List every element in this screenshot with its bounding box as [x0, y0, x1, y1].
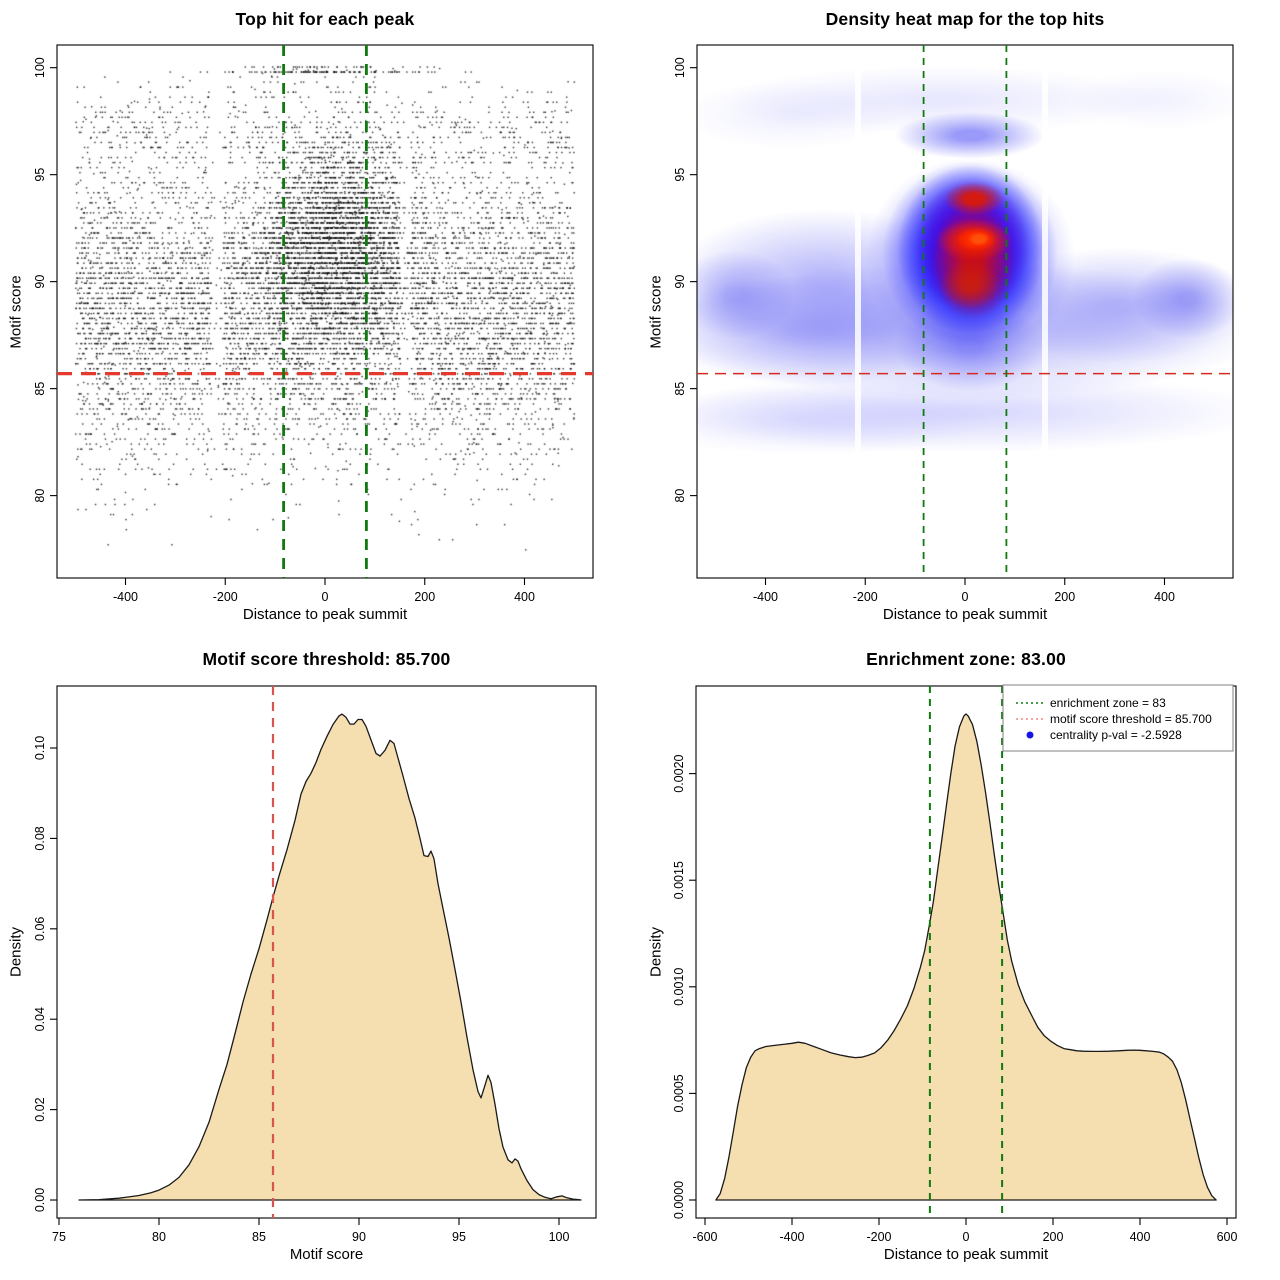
y-tick-label: 85: [33, 382, 47, 396]
x-tick-label: 400: [514, 590, 535, 604]
y-tick-label: 0.0000: [672, 1181, 686, 1219]
y-tick-label: 0.0015: [672, 861, 686, 899]
y-tick-label: 95: [33, 168, 47, 182]
x-tick-label: 100: [549, 1230, 570, 1244]
heatmap-blob: [895, 111, 1045, 159]
x-axis-title: Motif score: [289, 1246, 364, 1263]
x-tick-label: 0: [322, 590, 329, 604]
x-tick-label: 0: [963, 1230, 970, 1244]
x-tick-label: 95: [452, 1230, 466, 1244]
panel-density-heatmap: -400 -200 0 200 400 80 85 90 95 100 Density heat …: [640, 0, 1280, 640]
heatmap-blob: [697, 386, 990, 455]
heatmap-blob: [1133, 258, 1233, 340]
heatmap-plot-area: -400 -200 0 200 400 80 85 90 95 100: [640, 0, 1280, 640]
x-tick-label: 80: [152, 1230, 166, 1244]
scatter-points-canvas: [57, 45, 593, 578]
y-tick-label: 100: [33, 57, 47, 78]
chart-title: Top hit for each peak: [235, 9, 415, 29]
heatmap-blob: [697, 371, 1233, 453]
x-tick-label: 600: [1217, 1230, 1238, 1244]
y-tick-label: 85: [673, 382, 687, 396]
panel-distance-density: -600 -400 -200 0 200 400 600 0.0000 0.0005 0.0010…: [640, 640, 1280, 1280]
score-density-plot-area: 75 80 85 90 95 100 0.00 0.02 0.04 0.06 0.08 0.10: [0, 640, 640, 1280]
x-tick-label: -200: [853, 590, 878, 604]
plot-overlay: 75 80 85 90 95 100 0.00 0.02 0.04 0.06 0.08 0.10: [33, 685, 597, 1244]
legend-item-label: centrality p-val = -2.5928: [1050, 728, 1182, 742]
heatmap-blob: [697, 80, 901, 149]
plot-frame: [56, 44, 594, 579]
heatmap-blob: [940, 260, 1000, 309]
y-tick-label: 95: [673, 168, 687, 182]
x-tick-label: 200: [1043, 1230, 1064, 1244]
x-tick-label: 90: [352, 1230, 366, 1244]
scatter-plot-area: -400 -200 0 200 400 80 85 90 95 100: [0, 0, 640, 640]
x-tick-label: 85: [252, 1230, 266, 1244]
y-tick-label: 90: [33, 275, 47, 289]
y-tick-label: 0.0010: [672, 968, 686, 1006]
legend-item-label: motif score threshold = 85.700: [1050, 712, 1212, 726]
y-tick-label: 0.00: [33, 1188, 47, 1212]
x-axis-title: Distance to peak summit: [883, 1246, 1049, 1263]
x-tick-label: -200: [213, 590, 238, 604]
x-tick-label: -400: [113, 590, 138, 604]
heatmap-white-stripe: [1042, 45, 1049, 578]
legend-symbol-dot: [1026, 731, 1034, 739]
density-curve: [78, 713, 582, 1201]
plot-overlay: -600 -400 -200 0 200 400 600 0.0000 0.0005 0.0010…: [672, 684, 1238, 1244]
x-tick-label: -200: [866, 1230, 891, 1244]
y-axis-title: Density: [647, 926, 665, 978]
y-tick-label: 0.0020: [672, 754, 686, 792]
heatmap-blob: [967, 231, 990, 246]
heatmap-blob: [1070, 69, 1233, 130]
x-tick-label: 75: [52, 1230, 66, 1244]
plot-overlay: -400 -200 0 200 400 80 85 90 95 100: [673, 44, 1234, 604]
heatmap-field: [697, 45, 1233, 578]
x-tick-label: 400: [1130, 1230, 1151, 1244]
density-curve: [715, 713, 1217, 1201]
y-tick-label: 0.08: [33, 826, 47, 850]
distance-density-plot-area: -600 -400 -200 0 200 400 600 0.0000 0.0005 0.0010…: [640, 640, 1280, 1280]
y-tick-label: 80: [673, 489, 687, 503]
x-axis-title: Distance to peak summit: [882, 606, 1048, 623]
heatmap-blob: [944, 181, 1004, 217]
chart-title: Density heat map for the top hits: [825, 9, 1105, 29]
panel-motif-score-density: 75 80 85 90 95 100 0.00 0.02 0.04 0.06 0.08 0.10 Mo…: [0, 640, 640, 1280]
y-tick-label: 0.02: [33, 1097, 47, 1121]
y-tick-label: 80: [33, 489, 47, 503]
y-axis-title: Motif score: [7, 274, 25, 349]
x-tick-label: 400: [1154, 590, 1175, 604]
chart-title: Enrichment zone: 83.00: [866, 649, 1066, 669]
legend-item-label: enrichment zone = 83: [1050, 696, 1166, 710]
x-tick-label: 200: [1054, 590, 1075, 604]
x-tick-label: -600: [692, 1230, 717, 1244]
x-tick-label: -400: [753, 590, 778, 604]
legend: enrichment zone = 83 motif score threshol…: [1002, 684, 1234, 752]
y-axis-title: Motif score: [647, 274, 665, 349]
x-tick-label: 200: [414, 590, 435, 604]
y-tick-label: 0.04: [33, 1007, 47, 1031]
plot-frame: [696, 44, 1234, 579]
chart-title: Motif score threshold: 85.700: [202, 649, 451, 669]
y-tick-label: 0.06: [33, 917, 47, 941]
heatmap-white-stripe: [854, 45, 861, 578]
y-tick-label: 0.0005: [672, 1074, 686, 1112]
y-tick-label: 100: [673, 57, 687, 78]
heatmap-blob: [697, 249, 795, 340]
panel-top-hit-scatter: -400 -200 0 200 400 80 85 90 95 100 Top hit for e…: [0, 0, 640, 640]
y-tick-label: 90: [673, 275, 687, 289]
plot-frame: [56, 685, 597, 1219]
y-tick-label: 0.10: [33, 736, 47, 760]
plot-overlay: -400 -200 0 200 400 80 85 90 95 100: [33, 44, 594, 604]
x-axis-title: Distance to peak summit: [242, 606, 408, 623]
y-axis-title: Density: [7, 926, 25, 978]
legend-box: [1002, 684, 1234, 752]
x-tick-label: -400: [779, 1230, 804, 1244]
x-tick-label: 0: [962, 590, 969, 604]
